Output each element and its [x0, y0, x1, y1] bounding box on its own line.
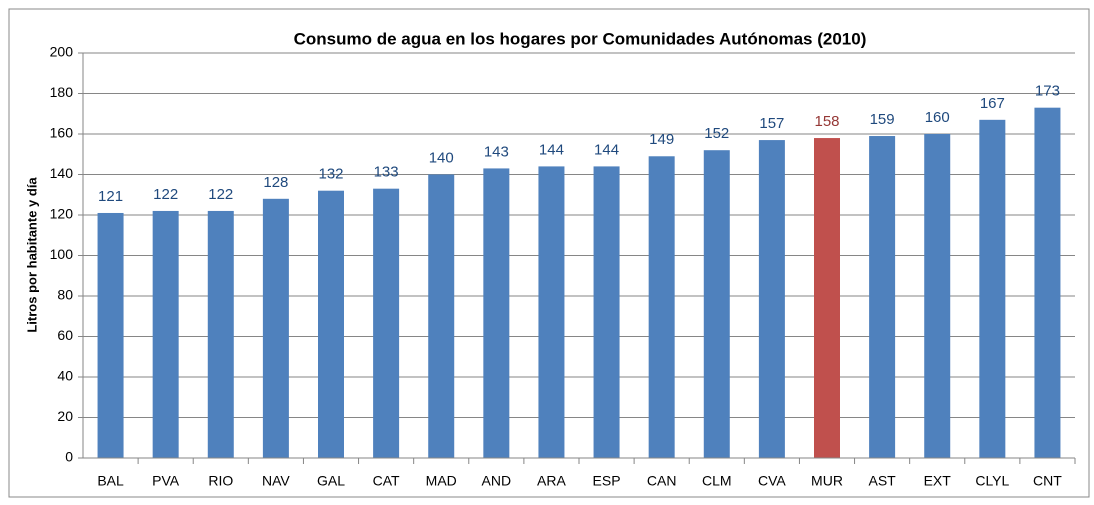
y-axis-label: Litros por habitante y día	[24, 177, 39, 333]
x-tick-label: EXT	[924, 473, 952, 489]
y-tick-label: 140	[50, 165, 74, 181]
y-tick-label: 180	[50, 84, 74, 100]
x-tick-label: RIO	[208, 473, 233, 489]
x-tick-label: CAT	[373, 473, 400, 489]
bar	[152, 210, 179, 458]
x-tick-label: ARA	[537, 473, 566, 489]
bar	[428, 174, 455, 458]
y-tick-label: 160	[50, 125, 74, 141]
bar	[648, 156, 675, 458]
data-label: 159	[870, 111, 895, 128]
x-tick-label: CVA	[758, 473, 786, 489]
y-tick-label: 60	[57, 327, 73, 343]
x-tick-label: PVA	[152, 473, 180, 489]
bar	[97, 212, 124, 458]
y-tick-label: 200	[50, 44, 74, 60]
y-tick-label: 40	[57, 368, 73, 384]
y-tick-label: 80	[57, 287, 73, 303]
bar	[538, 166, 565, 458]
x-tick-label: CAN	[647, 473, 677, 489]
data-label: 157	[759, 115, 784, 132]
bar	[979, 119, 1006, 458]
x-tick-label: AST	[868, 473, 896, 489]
data-label: 160	[925, 109, 950, 126]
bar	[318, 190, 344, 458]
data-label: 133	[374, 164, 399, 181]
data-label: 122	[208, 186, 233, 203]
bar	[262, 198, 289, 459]
bar	[373, 188, 400, 459]
x-tick-label: ESP	[593, 473, 621, 489]
x-tick-label: MAD	[426, 473, 457, 489]
x-tick-label: CLYL	[975, 473, 1009, 489]
bar	[483, 168, 510, 459]
bar	[1034, 107, 1061, 459]
data-label: 158	[814, 113, 839, 130]
x-tick-label: BAL	[97, 473, 124, 489]
y-tick-label: 0	[65, 449, 73, 465]
bar	[593, 166, 620, 458]
data-label: 152	[704, 125, 729, 142]
bar	[758, 140, 785, 458]
data-label: 132	[318, 166, 343, 183]
data-label: 140	[429, 149, 454, 166]
data-label: 144	[539, 141, 564, 158]
data-label: 167	[980, 95, 1005, 112]
data-label: 144	[594, 141, 619, 158]
x-tick-label: GAL	[317, 473, 345, 489]
bar	[869, 136, 896, 458]
x-tick-label: AND	[482, 473, 512, 489]
data-label: 173	[1035, 83, 1060, 100]
y-tick-label: 100	[50, 246, 74, 262]
bar	[207, 210, 234, 458]
x-tick-label: CLM	[702, 473, 732, 489]
data-label: 149	[649, 131, 674, 148]
x-tick-label: NAV	[262, 473, 290, 489]
data-label: 122	[153, 186, 178, 203]
data-label: 128	[263, 174, 288, 191]
y-tick-label: 20	[57, 408, 73, 424]
bar	[924, 134, 951, 458]
bar	[703, 150, 730, 458]
x-tick-label: MUR	[811, 473, 843, 489]
chart-title: Consumo de agua en los hogares por Comun…	[294, 29, 867, 48]
data-label: 143	[484, 143, 509, 160]
bar	[814, 138, 840, 459]
y-tick-label: 120	[50, 206, 74, 222]
x-tick-label: CNT	[1033, 473, 1062, 489]
data-label: 121	[98, 188, 123, 205]
